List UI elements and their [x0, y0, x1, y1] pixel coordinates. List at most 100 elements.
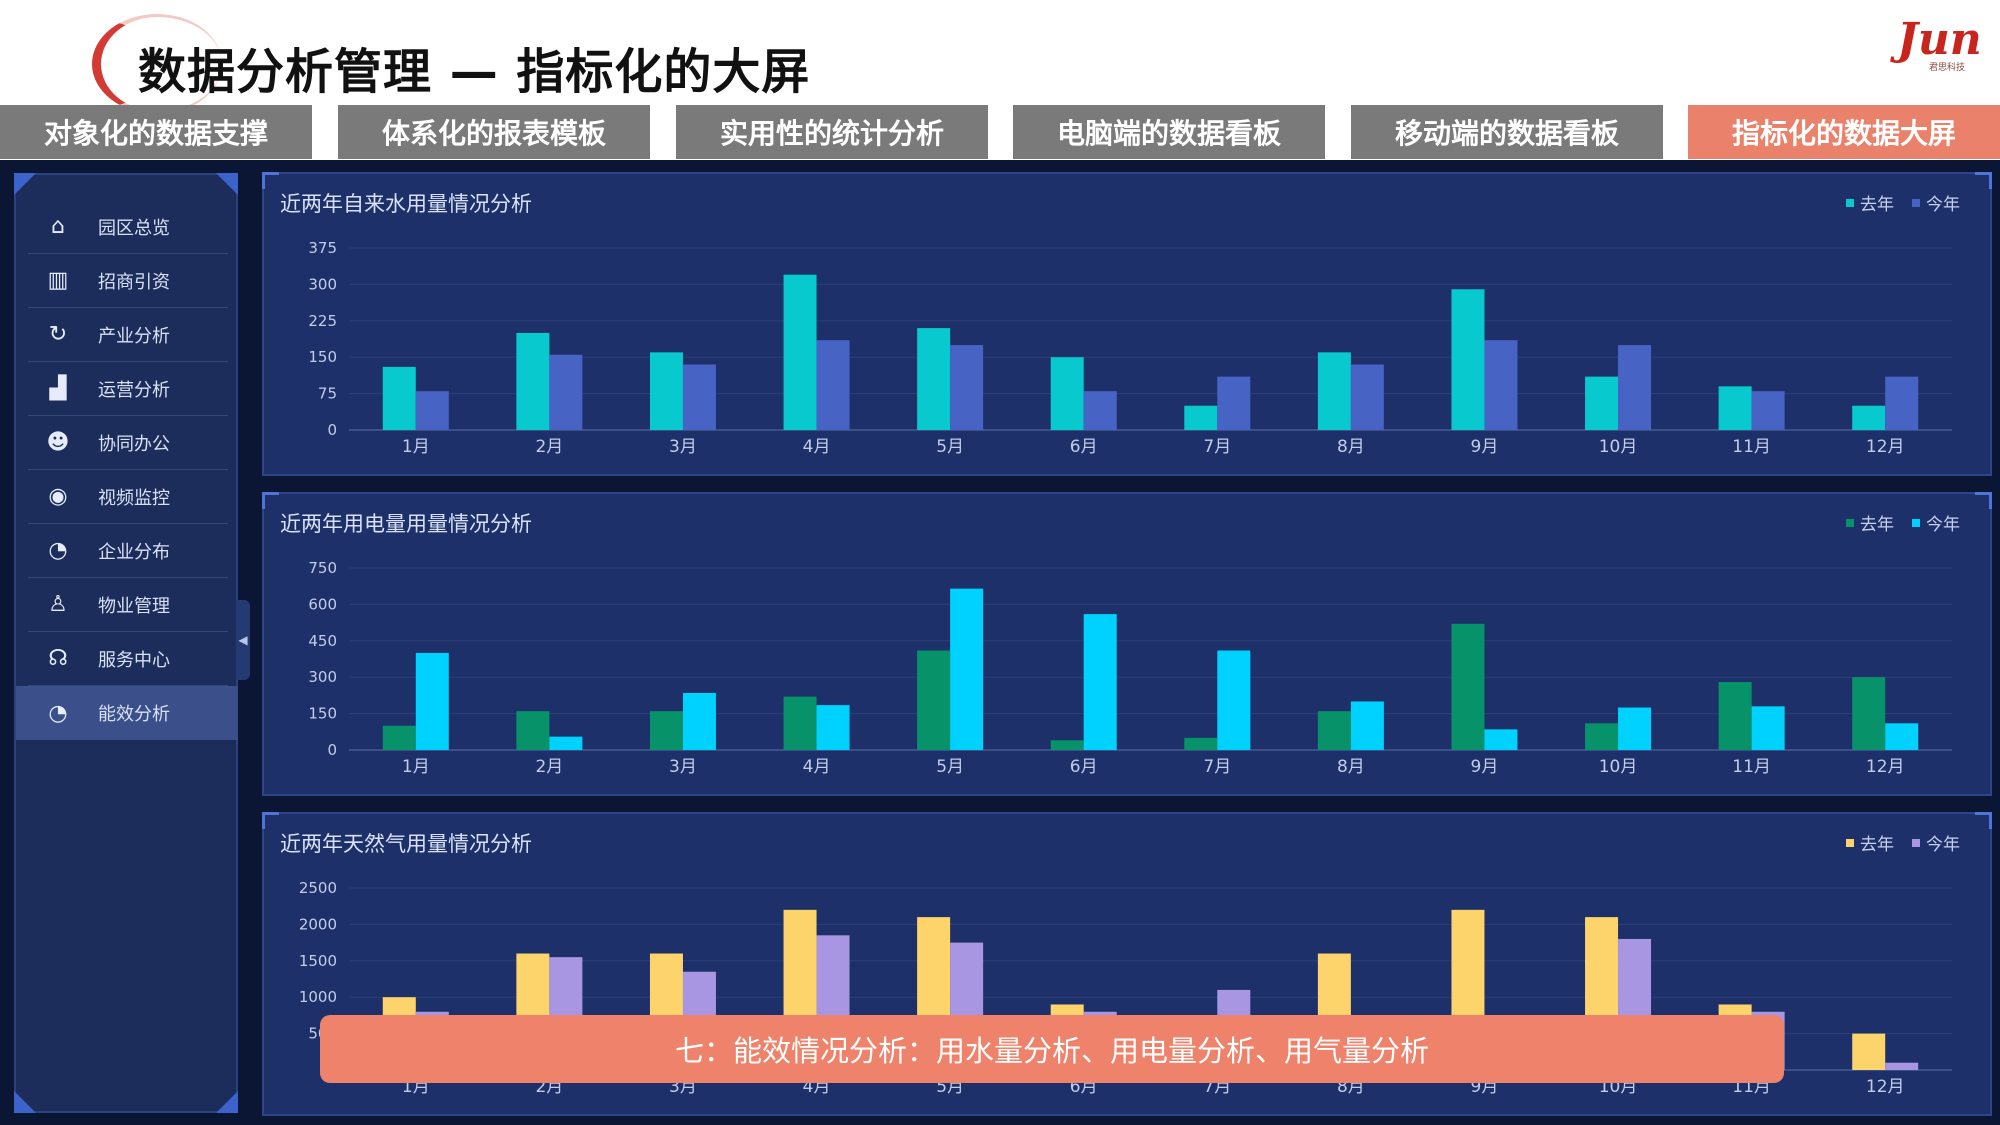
bar-this-year [1217, 650, 1251, 750]
tab-label: 实用性的统计分析 [719, 117, 944, 150]
bar-this-year [549, 736, 583, 750]
y-tick-label: 2000 [299, 915, 337, 933]
y-tick-label: 375 [308, 239, 337, 257]
sidebar-item-label: 运营分析 [98, 379, 170, 401]
electricity-usage-chart: 0 150 300 450 600 750 1月 2月 3月 4月 5月 6月 7月 8月 9月 10月 11月… [308, 559, 1952, 777]
bar-last-year [1050, 357, 1084, 430]
x-tick-label: 3月 [669, 757, 697, 777]
home-icon: ⌂ [51, 214, 65, 239]
bar-last-year [649, 352, 683, 430]
bar-last-year [1317, 352, 1351, 430]
tab-big-screen[interactable]: 指标化的数据大屏 [1688, 105, 2000, 159]
sidebar-item-service-center[interactable]: ☊ 服务中心 [28, 632, 228, 686]
sidebar-item-label: 协同办公 [98, 433, 170, 455]
x-tick-label: 5月 [936, 757, 964, 777]
page-title: 数据分析管理 — 指标化的大屏 [138, 44, 811, 100]
chart-title: 近两年用电量用量情况分析 [280, 512, 532, 536]
bar-last-year [1050, 740, 1084, 750]
tab-statistics[interactable]: 实用性的统计分析 [676, 105, 988, 159]
sidebar-item-label: 服务中心 [98, 649, 170, 671]
tab-pc-dashboard[interactable]: 电脑端的数据看板 [1013, 105, 1325, 159]
bar-this-year [1350, 701, 1384, 750]
sidebar-item-label: 园区总览 [98, 217, 170, 239]
bar-last-year [1451, 623, 1485, 750]
y-tick-label: 75 [318, 385, 337, 403]
y-tick-label: 300 [308, 275, 337, 293]
tab-label: 移动端的数据看板 [1394, 117, 1619, 150]
chart-title: 近两年天然气用量情况分析 [280, 832, 532, 856]
bar-this-year [1885, 376, 1919, 430]
dashboard-screen: ⌂ 园区总览 ▥ 招商引资 ↻ 产业分析 ▟ 运营分析 ☻ 协同办公 ◉ 视频监… [0, 160, 2000, 1125]
bar-last-year [1718, 682, 1752, 750]
camera-icon: ◉ [48, 484, 68, 509]
x-tick-label: 1月 [402, 437, 430, 457]
corner-decoration [14, 1091, 36, 1113]
bar-this-year [1885, 723, 1919, 750]
legend-swatch [1846, 838, 1854, 847]
sidebar-item-energy-analysis[interactable]: ◔ 能效分析 [16, 686, 238, 740]
company-logo: Jun 君思科技 [1895, 14, 1990, 74]
y-tick-label: 150 [308, 705, 337, 723]
x-tick-label: 7月 [1203, 757, 1231, 777]
corner-decoration [216, 173, 238, 195]
legend-swatch [1912, 518, 1920, 527]
bar-this-year [1751, 706, 1785, 750]
sidebar-item-operation-analysis[interactable]: ▟ 运营分析 [28, 362, 228, 416]
sidebar-item-property-management[interactable]: ♙ 物业管理 [28, 578, 228, 632]
legend-swatch [1912, 198, 1920, 207]
sidebar-item-park-overview[interactable]: ⌂ 园区总览 [28, 200, 228, 254]
bar-last-year [1852, 677, 1886, 750]
x-tick-label: 4月 [803, 757, 831, 777]
bar-this-year [415, 391, 449, 430]
legend-label: 今年 [1926, 835, 1960, 855]
sidebar: ⌂ 园区总览 ▥ 招商引资 ↻ 产业分析 ▟ 运营分析 ☻ 协同办公 ◉ 视频监… [14, 173, 238, 1113]
bar-last-year [382, 366, 416, 430]
bar-last-year [649, 711, 683, 750]
sidebar-item-enterprise-distribution[interactable]: ◔ 企业分布 [28, 524, 228, 578]
bar-last-year [917, 650, 951, 750]
sidebar-item-collaboration[interactable]: ☻ 协同办公 [28, 416, 228, 470]
x-tick-label: 11月 [1732, 757, 1771, 777]
sidebar-collapse-button[interactable]: ◀ [236, 600, 250, 680]
chart-legend: 去年 今年 [1828, 510, 1960, 535]
sidebar-item-industry-analysis[interactable]: ↻ 产业分析 [28, 308, 228, 362]
x-tick-label: 12月 [1866, 757, 1905, 777]
tab-label: 体系化的报表模板 [381, 117, 606, 150]
y-tick-label: 450 [308, 632, 337, 650]
corner-decoration [216, 1091, 238, 1113]
x-tick-label: 2月 [535, 757, 563, 777]
tab-mobile-dashboard[interactable]: 移动端的数据看板 [1351, 105, 1663, 159]
tab-label: 电脑端的数据看板 [1056, 117, 1281, 150]
bar-last-year [382, 725, 416, 750]
bar-this-year [1751, 391, 1785, 430]
legend-swatch [1912, 838, 1920, 847]
bar-last-year [1317, 711, 1351, 750]
tab-label: 指标化的数据大屏 [1731, 117, 1956, 150]
x-tick-label: 10月 [1599, 757, 1638, 777]
y-tick-label: 1500 [299, 952, 337, 970]
tab-report-template[interactable]: 体系化的报表模板 [338, 105, 650, 159]
logo-subtitle: 君思科技 [1929, 63, 1966, 73]
x-tick-label: 5月 [936, 437, 964, 457]
bar-last-year [516, 711, 550, 750]
sidebar-item-investment[interactable]: ▥ 招商引资 [28, 254, 228, 308]
bar-this-year [816, 340, 850, 430]
bar-last-year [1585, 376, 1619, 430]
bar-last-year [1451, 289, 1485, 430]
bar-this-year [682, 692, 716, 750]
bar-this-year [816, 705, 850, 750]
gauge-icon: ◔ [48, 700, 68, 726]
x-tick-label: 1月 [402, 757, 430, 777]
legend-swatch [1846, 518, 1854, 527]
tab-object-data[interactable]: 对象化的数据支撑 [0, 105, 312, 159]
bar-this-year [1083, 391, 1117, 430]
x-tick-label: 11月 [1732, 437, 1771, 457]
sidebar-item-video-monitoring[interactable]: ◉ 视频监控 [28, 470, 228, 524]
legend-label: 今年 [1926, 195, 1960, 215]
bar-last-year [917, 328, 951, 430]
bar-this-year [950, 345, 984, 430]
y-tick-label: 600 [308, 595, 337, 613]
bar-this-year [682, 364, 716, 430]
bar-chart-icon: ▥ [47, 268, 69, 293]
bar-this-year [549, 354, 583, 430]
